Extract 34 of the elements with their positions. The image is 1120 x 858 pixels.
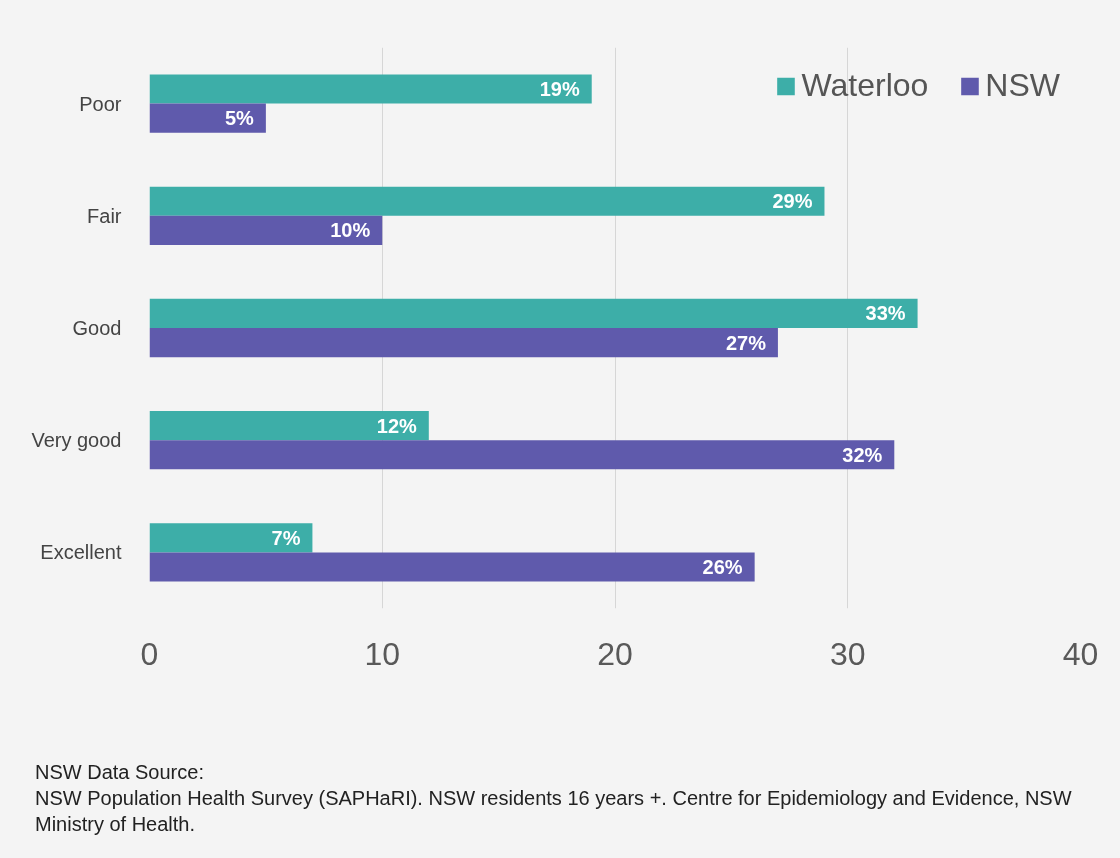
bar — [149, 74, 592, 104]
data-label: 27% — [725, 331, 767, 354]
bar — [149, 552, 755, 582]
y-tick-label: Poor — [79, 92, 122, 115]
text: NSW Data Source: — [35, 760, 205, 785]
x-tick-label: 0 — [140, 635, 159, 672]
bar — [149, 103, 266, 133]
data-label: 26% — [702, 555, 743, 578]
x-tick-label: 20 — [597, 635, 633, 672]
data-label: 10% — [330, 219, 371, 242]
y-tick-label: Good — [72, 317, 122, 339]
bar — [149, 440, 895, 470]
data-label: 32% — [842, 443, 883, 466]
y-tick-label: Excellent — [40, 541, 122, 564]
data-label: 12% — [376, 414, 418, 437]
x-tick-label: 40 — [1062, 635, 1099, 672]
bar — [149, 411, 429, 441]
x-tick-label: 10 — [364, 635, 401, 672]
legend-label: NSW — [985, 67, 1060, 104]
bar — [149, 215, 383, 245]
bar — [149, 523, 313, 553]
y-tick-label: Very good — [31, 429, 122, 452]
y-tick-label: Fair — [87, 204, 122, 227]
data-label: 29% — [772, 190, 813, 213]
legend-label: Waterloo — [801, 67, 929, 104]
text: NSW Population Health Survey (SAPHaRI). NSW residents 16 years +. Centre for Epidemiology and Evidence, NSW Ministry of Health. — [35, 786, 1073, 837]
data-label: 19% — [539, 78, 580, 101]
data-label: 33% — [865, 302, 906, 325]
data-label: 5% — [224, 107, 255, 130]
x-tick-label: 30 — [829, 635, 866, 672]
data-label: 7% — [271, 526, 301, 549]
bar — [149, 298, 918, 328]
bar — [149, 186, 825, 216]
bar — [149, 328, 778, 358]
